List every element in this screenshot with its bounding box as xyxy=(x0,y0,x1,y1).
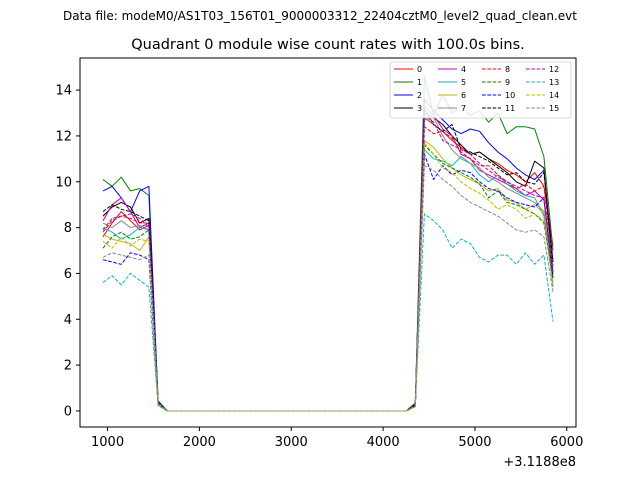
chart-title: Quadrant 0 module wise count rates with … xyxy=(131,37,525,53)
legend-label-4: 4 xyxy=(461,65,466,74)
y-tick-label: 2 xyxy=(64,359,72,374)
legend-label-8: 8 xyxy=(505,65,510,74)
legend-label-1: 1 xyxy=(417,78,422,87)
series-line-6 xyxy=(102,140,554,412)
legend-label-0: 0 xyxy=(417,65,422,74)
series-line-3 xyxy=(102,112,554,412)
y-tick-label: 6 xyxy=(64,267,72,282)
legend-label-6: 6 xyxy=(461,91,466,100)
y-tick-label: 4 xyxy=(64,313,72,328)
series-line-7 xyxy=(102,117,554,412)
y-tick-label: 0 xyxy=(64,404,72,419)
y-tick-label: 10 xyxy=(55,175,72,190)
legend-label-5: 5 xyxy=(461,78,466,87)
series-line-9 xyxy=(102,144,554,412)
series-line-14 xyxy=(102,142,554,412)
x-tick-label: 1000 xyxy=(91,435,124,450)
series-line-15 xyxy=(102,165,554,412)
y-tick-label: 12 xyxy=(55,129,72,144)
legend-label-2: 2 xyxy=(417,91,422,100)
series-line-2 xyxy=(102,98,554,412)
series-line-13 xyxy=(102,213,554,412)
legend-label-13: 13 xyxy=(549,78,559,87)
x-axis: 1000 2000 3000 4000 5000 6000 xyxy=(91,427,583,450)
x-tick-label: 6000 xyxy=(550,435,583,450)
x-offset-label: +3.1188e8 xyxy=(503,455,576,470)
legend-label-7: 7 xyxy=(461,104,466,113)
series-line-8 xyxy=(102,126,554,412)
series-line-1 xyxy=(102,75,554,412)
legend-label-12: 12 xyxy=(549,65,559,74)
y-tick-label: 8 xyxy=(64,221,72,236)
x-tick-label: 4000 xyxy=(367,435,400,450)
series-line-4 xyxy=(102,105,554,412)
legend-label-9: 9 xyxy=(505,78,510,87)
x-tick-label: 2000 xyxy=(183,435,216,450)
plot-frame xyxy=(79,57,577,428)
y-axis: 0 2 4 6 8 10 12 14 xyxy=(55,84,80,419)
legend-label-14: 14 xyxy=(549,91,559,100)
x-tick-label: 3000 xyxy=(275,435,308,450)
plot-series-group xyxy=(102,75,554,412)
legend-frame xyxy=(389,61,572,119)
chart-suptitle: Data file: modeM0/AS1T03_156T01_90000033… xyxy=(63,9,577,23)
series-line-0 xyxy=(102,117,554,412)
y-tick-label: 14 xyxy=(55,84,72,99)
legend-label-11: 11 xyxy=(505,104,515,113)
legend-label-10: 10 xyxy=(505,91,515,100)
legend-label-15: 15 xyxy=(549,104,559,113)
legend-label-3: 3 xyxy=(417,104,422,113)
x-tick-label: 5000 xyxy=(458,435,491,450)
series-line-11 xyxy=(102,107,554,412)
